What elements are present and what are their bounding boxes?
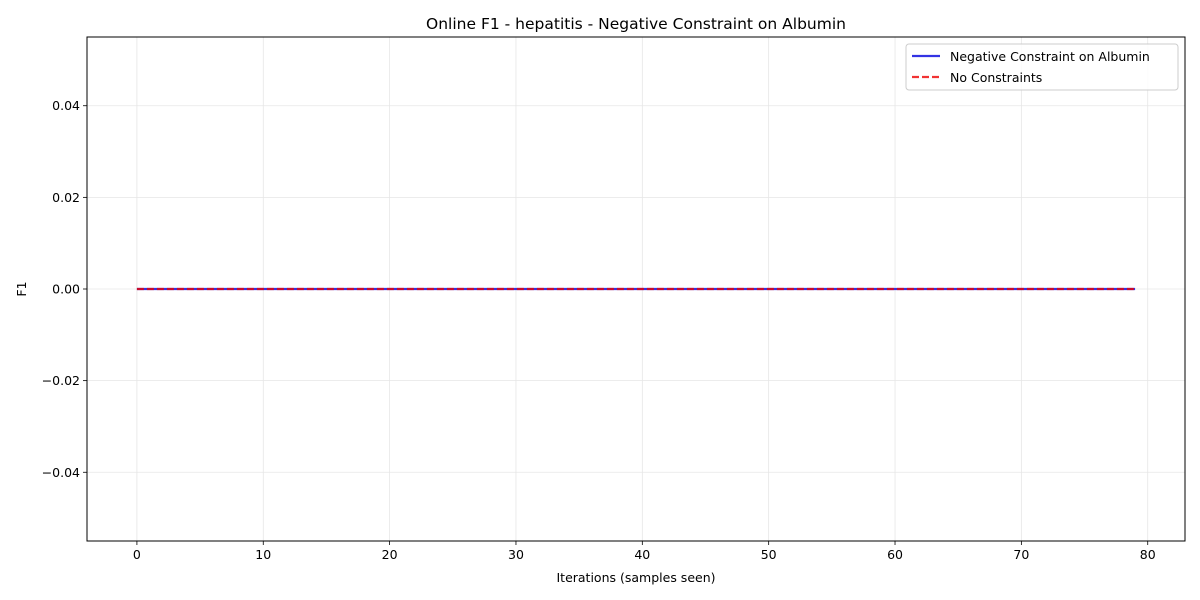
legend-label-negative-constraint: Negative Constraint on Albumin (950, 49, 1150, 64)
x-tick-label: 20 (382, 547, 398, 562)
x-tick-label: 0 (133, 547, 141, 562)
x-axis: 0 10 20 30 40 50 60 70 80 (133, 541, 1156, 562)
y-tick-label: 0.02 (52, 190, 80, 205)
x-tick-label: 70 (1013, 547, 1029, 562)
legend-label-no-constraints: No Constraints (950, 70, 1042, 85)
x-tick-label: 50 (761, 547, 777, 562)
x-tick-label: 60 (887, 547, 903, 562)
x-tick-label: 80 (1140, 547, 1156, 562)
x-tick-label: 40 (634, 547, 650, 562)
y-tick-label: 0.00 (52, 282, 80, 297)
legend: Negative Constraint on Albumin No Constr… (905, 43, 1179, 91)
x-axis-label: Iterations (samples seen) (556, 570, 715, 585)
x-tick-label: 30 (508, 547, 524, 562)
y-axis: −0.04 −0.02 0.00 0.02 0.04 (42, 98, 87, 480)
y-tick-label: 0.04 (52, 98, 80, 113)
y-tick-label: −0.02 (42, 373, 80, 388)
legend-box (905, 43, 1179, 91)
y-tick-label: −0.04 (42, 465, 80, 480)
y-axis-label: F1 (14, 281, 29, 296)
x-tick-label: 10 (255, 547, 271, 562)
chart-title: Online F1 - hepatitis - Negative Constra… (426, 15, 846, 33)
